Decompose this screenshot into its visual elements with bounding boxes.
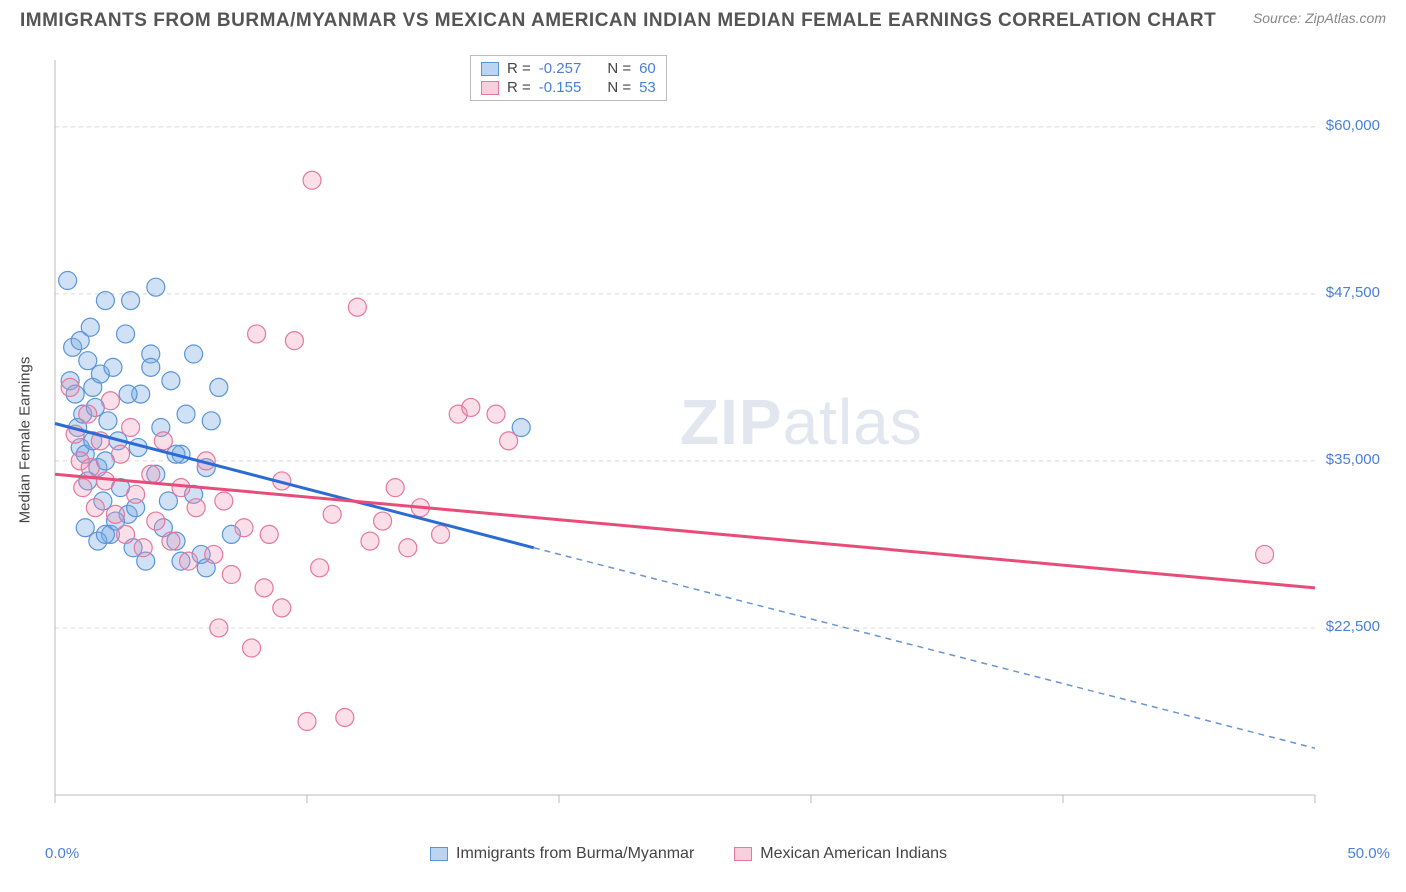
scatter-plot — [50, 55, 1380, 825]
r-label: R = — [507, 60, 531, 77]
x-axis-max-label: 50.0% — [1347, 845, 1390, 862]
header: IMMIGRANTS FROM BURMA/MYANMAR VS MEXICAN… — [0, 0, 1406, 32]
y-tick-label: $47,500 — [1326, 284, 1380, 301]
correlation-legend: R = -0.257 N = 60 R = -0.155 N = 53 — [470, 55, 667, 101]
n-label: N = — [607, 60, 631, 77]
legend-stat-row: R = -0.155 N = 53 — [481, 79, 656, 96]
n-label: N = — [607, 79, 631, 96]
y-axis-label: Median Female Earnings — [17, 357, 34, 524]
source-label: Source: ZipAtlas.com — [1253, 10, 1386, 26]
legend-series-label: Mexican American Indians — [760, 845, 947, 863]
legend-swatch — [430, 847, 448, 861]
legend-series-item: Mexican American Indians — [734, 845, 947, 863]
y-tick-label: $22,500 — [1326, 618, 1380, 635]
r-value: -0.257 — [539, 60, 582, 77]
x-axis-min-label: 0.0% — [45, 845, 79, 862]
y-tick-label: $60,000 — [1326, 117, 1380, 134]
r-label: R = — [507, 79, 531, 96]
chart-title: IMMIGRANTS FROM BURMA/MYANMAR VS MEXICAN… — [20, 10, 1216, 32]
n-value: 60 — [639, 60, 656, 77]
y-tick-label: $35,000 — [1326, 451, 1380, 468]
legend-swatch — [734, 847, 752, 861]
legend-series-item: Immigrants from Burma/Myanmar — [430, 845, 694, 863]
chart-area: Median Female Earnings ZIPatlas R =-0.25… — [50, 55, 1380, 825]
legend-stat-row: R = -0.257 N = 60 — [481, 60, 656, 77]
legend-swatch — [481, 81, 499, 95]
n-value: 53 — [639, 79, 656, 96]
series-legend: Immigrants from Burma/Myanmar Mexican Ame… — [430, 845, 947, 863]
legend-series-label: Immigrants from Burma/Myanmar — [456, 845, 694, 863]
legend-swatch — [481, 62, 499, 76]
r-value: -0.155 — [539, 79, 582, 96]
